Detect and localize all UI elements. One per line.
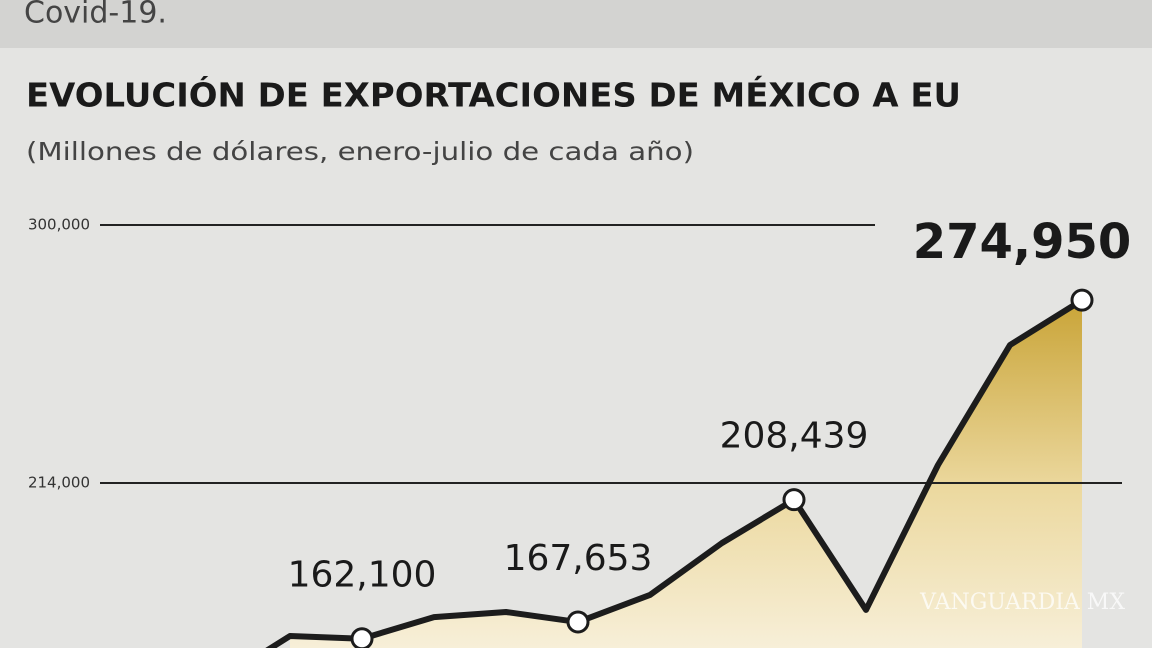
y-tick-label: 300,000	[28, 216, 90, 234]
point	[782, 488, 806, 512]
point	[1070, 288, 1094, 312]
point	[566, 610, 590, 634]
header-text: Covid-19.	[24, 0, 167, 31]
area	[290, 300, 1082, 648]
chart-subtitle: (Millones de dólares, enero-julio de cad…	[26, 137, 694, 166]
point	[350, 627, 374, 648]
chart-title: EVOLUCIÓN DE EXPORTACIONES DE MÉXICO A E…	[26, 75, 961, 115]
value-label: 208,439	[720, 416, 869, 457]
y-tick-label: 214,000	[28, 474, 90, 492]
watermark: VANGUARDIA MX	[919, 590, 1125, 615]
header-band	[0, 0, 1152, 48]
plot: 214,000 300,000 162,100 167,653 208,439 274,9…	[28, 214, 1131, 648]
value-label: 167,653	[504, 538, 653, 579]
value-label: 162,100	[288, 555, 437, 596]
value-label: 274,950	[913, 214, 1132, 270]
